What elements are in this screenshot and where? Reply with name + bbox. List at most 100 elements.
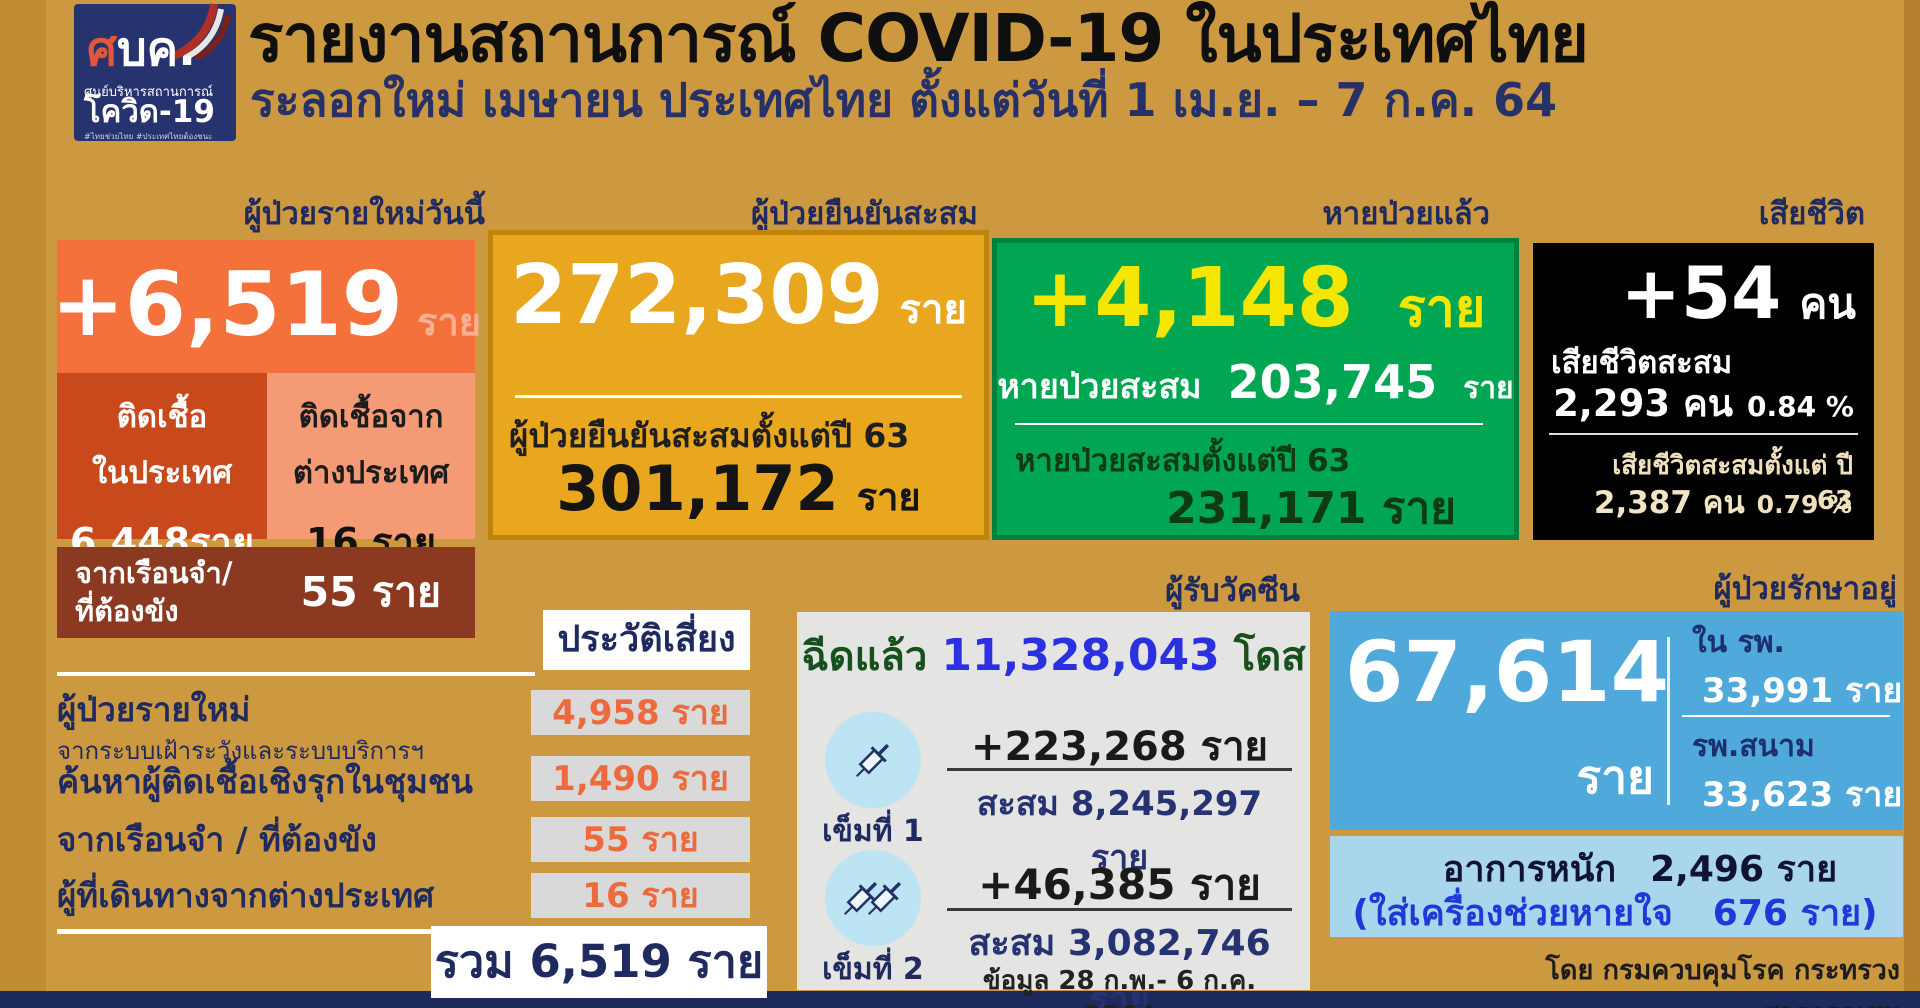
page-title: รายงานสถานการณ์ COVID-19 ในประเทศไทย <box>248 0 1589 77</box>
risk-row-value: 16 ราย <box>531 873 750 918</box>
active-horizontal-divider <box>1682 715 1890 717</box>
deaths-cum-label: เสียชีวิตสะสม <box>1551 345 1733 381</box>
prison-cases-card: จากเรือนจำ/ ที่ต้องขัง 55 ราย <box>57 547 475 638</box>
deaths-cum-value: 2,293 คน <box>1553 382 1734 425</box>
abroad-label-2: ต่างประเทศ <box>292 455 450 491</box>
dose2-circle <box>825 850 921 946</box>
vaccine-card: ฉีดแล้ว 11,328,043 โดส เข็มที่ 1 +223,26… <box>797 612 1310 1008</box>
new-cases-card: +6,519 ราย <box>51 240 481 373</box>
confirmed-since63-label: ผู้ป่วยยืนยันสะสมตั้งแต่ปี 63 <box>509 416 910 455</box>
risk-title: ประวัติเสี่ยง <box>557 619 736 660</box>
abroad-cases-card: ติดเชื้อจาก ต่างประเทศ 16 ราย <box>267 373 475 564</box>
risk-total-box: รวม 6,519 ราย <box>431 926 767 998</box>
confirmed-value: 272,309 <box>510 248 884 343</box>
recovered-header: หายป่วยแล้ว <box>1322 196 1490 232</box>
risk-row-value: 1,490 ราย <box>531 756 750 801</box>
confirmed-since63-unit: ราย <box>856 475 921 519</box>
risk-title-box: ประวัติเสี่ยง <box>543 610 750 670</box>
ventilator-value: 676 ราย) <box>1712 893 1878 934</box>
recovered-since63-label: หายป่วยสะสมตั้งแต่ปี 63 <box>1015 443 1351 479</box>
confirmed-header: ผู้ป่วยยืนยันสะสม <box>750 196 978 232</box>
dose1-cum: สะสม 8,245,297 ราย <box>976 784 1263 878</box>
right-edge-band <box>1904 0 1920 1008</box>
severe-label: อาการหนัก <box>1442 849 1617 890</box>
double-syringe-icon <box>861 874 909 922</box>
severe-value: 2,496 ราย <box>1650 849 1838 890</box>
recovered-cum-unit: ราย <box>1463 371 1514 406</box>
credit-line: โดย กรมควบคุมโรค กระทรวงสาธารณสุข <box>1545 955 1900 1008</box>
dose1-label: เข็มที่ 1 <box>822 814 924 849</box>
recovered-cum-value: 203,745 <box>1227 355 1438 409</box>
deaths-since63-value: 2,387 คน <box>1593 485 1745 521</box>
recovered-card: +4,148 ราย หายป่วยสะสม 203,745 ราย หายป่… <box>992 238 1519 540</box>
dose2-underline <box>947 908 1292 911</box>
new-cases-unit: ราย <box>417 300 482 344</box>
recovered-cum-label: หายป่วยสะสม <box>997 367 1202 407</box>
domestic-cases-card: ติดเชื้อ ในประเทศ 6,448ราย <box>57 373 267 564</box>
logo-hashtags: #ไทยช่วยไทย #ประเทศไทยต้องชนะ <box>84 132 213 141</box>
logo-covid-line: โควิด-19 <box>84 94 215 130</box>
prison-label-2: ที่ต้องขัง <box>75 593 179 628</box>
deaths-header: เสียชีวิต <box>1758 196 1865 232</box>
deaths-card: +54 คน เสียชีวิตสะสม 2,293 คน 0.84 % เสี… <box>1533 243 1874 540</box>
risk-total: รวม 6,519 ราย <box>434 935 764 988</box>
vaccine-injected-label: ฉีดแล้ว <box>801 634 928 680</box>
dose1-circle <box>825 712 921 808</box>
risk-row-label: ค้นหาผู้ติดเชื้อเชิงรุกในชุมชน <box>57 762 473 801</box>
recovered-unit: ราย <box>1397 279 1486 339</box>
prison-label-1: จากเรือนจำ/ <box>75 555 233 590</box>
ventilator-label: (ใส่เครื่องช่วยหายใจ <box>1352 893 1673 934</box>
recovered-value: +4,148 <box>1025 251 1354 346</box>
deaths-since63-label: เสียชีวิตสะสมตั้งแต่ ปี 63 <box>1612 451 1853 516</box>
risk-row-label: ผู้ที่เดินทางจากต่างประเทศ <box>57 876 435 915</box>
logo-org-line: ศูนย์บริหารสถานการณ์ <box>84 85 214 100</box>
recovered-since63-value: 231,171 ราย <box>1166 483 1456 534</box>
risk-row-label: จากเรือนจำ / ที่ต้องขัง <box>57 820 377 859</box>
double-syringe-icon <box>837 874 885 922</box>
dose1-underline <box>947 768 1292 771</box>
domestic-label-2: ในประเทศ <box>91 455 232 491</box>
left-edge-band <box>0 0 46 1008</box>
risk-row-value: 4,958 ราย <box>531 690 750 735</box>
active-field-value: 33,623 ราย <box>1702 775 1903 815</box>
thai-flag-swoosh-icon <box>158 2 232 60</box>
new-cases-header: ผู้ป่วยรายใหม่วันนี้ <box>243 196 485 232</box>
dose2-cum: สะสม 3,082,746 ราย <box>968 923 1271 1008</box>
severe-card: อาการหนัก 2,496 ราย (ใส่เครื่องช่วยหายใจ… <box>1330 836 1903 937</box>
risk-bottom-divider <box>57 929 535 934</box>
risk-top-divider <box>57 672 535 676</box>
new-cases-value: +6,519 <box>50 253 404 356</box>
active-card: 67,614 ราย ใน รพ. 33,991 ราย รพ.สนาม 33,… <box>1330 611 1903 830</box>
active-field-label: รพ.สนาม <box>1692 729 1815 764</box>
risk-row-sublabel: จากระบบเฝ้าระวังและระบบบริการฯ <box>57 737 424 765</box>
active-header: ผู้ป่วยรักษาอยู่ <box>1713 571 1897 607</box>
abroad-label-1: ติดเชื้อจาก <box>298 399 444 435</box>
risk-row-label: ผู้ป่วยรายใหม่ <box>57 690 251 729</box>
vaccine-injected-value: 11,328,043 <box>941 630 1220 681</box>
dose1-new: +223,268 ราย <box>970 724 1268 770</box>
prison-value: 55 ราย <box>300 568 441 616</box>
deaths-unit: คน <box>1799 279 1856 328</box>
deaths-value: +54 <box>1620 251 1782 335</box>
active-vertical-divider <box>1667 637 1670 805</box>
active-hospital-value: 33,991 ราย <box>1702 671 1903 711</box>
active-hospital-label: ใน รพ. <box>1692 625 1785 660</box>
confirmed-since63-value: 301,172 <box>556 452 839 525</box>
active-value: 67,614 <box>1344 623 1670 721</box>
vaccine-date-range: ข้อมูล 28 ก.พ.- 6 ก.ค. 2564 <box>982 966 1257 1008</box>
logo-abbr: ศบค. <box>87 22 196 77</box>
deaths-cum-pct: 0.84 % <box>1747 390 1854 423</box>
dose2-new: +46,385 ราย <box>978 860 1261 909</box>
ccsa-logo: ศบค. ศูนย์บริหารสถานการณ์ โควิด-19 #ไทยช… <box>74 2 236 141</box>
syringe-icon <box>849 736 897 784</box>
vaccine-injected-unit: โดส <box>1233 634 1306 680</box>
risk-row-value: 55 ราย <box>531 817 750 862</box>
active-unit: ราย <box>1576 750 1655 804</box>
confirmed-card: 272,309 ราย ผู้ป่วยยืนยันสะสมตั้งแต่ปี 6… <box>488 230 989 540</box>
vaccine-header: ผู้รับวัคซีน <box>1165 573 1300 609</box>
deaths-since63-pct: 0.79 % <box>1756 490 1853 519</box>
dose2-label: เข็มที่ 2 <box>822 952 924 987</box>
page-subtitle: ระลอกใหม่ เมษายน ประเทศไทย ตั้งแต่วันที่… <box>250 73 1558 127</box>
confirmed-unit: ราย <box>899 287 967 333</box>
